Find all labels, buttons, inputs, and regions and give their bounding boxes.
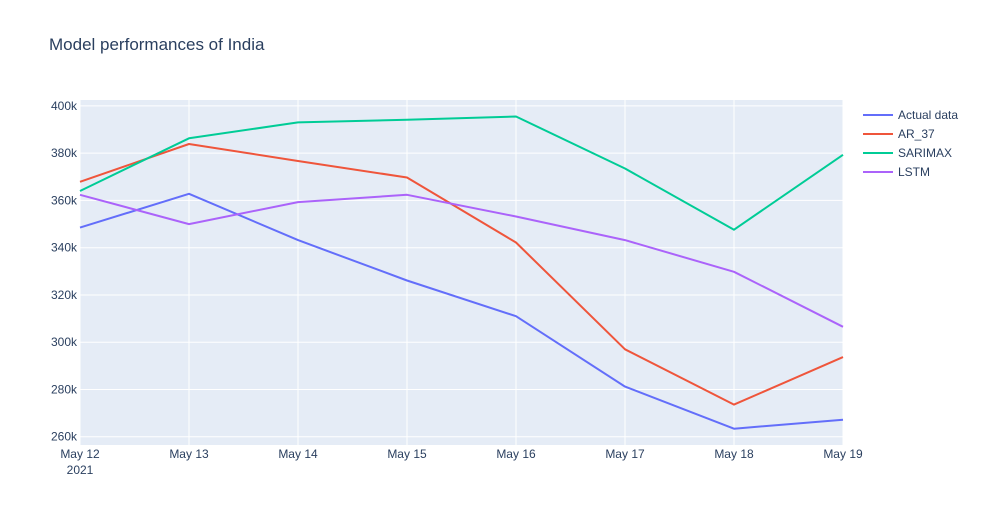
x-tick-label: May 12 xyxy=(60,447,100,461)
series-line-2 xyxy=(79,115,844,231)
y-tick-label: 260k xyxy=(51,430,78,444)
legend-label: AR_37 xyxy=(898,127,935,141)
legend-item-1[interactable]: AR_37 xyxy=(863,127,935,141)
y-tick-label: 280k xyxy=(51,382,78,396)
x-tick-label: May 13 xyxy=(169,447,209,461)
y-tick-label: 360k xyxy=(51,193,78,207)
series-line-1 xyxy=(79,143,844,406)
x-tick-label: May 17 xyxy=(605,447,645,461)
series-line-3 xyxy=(79,193,844,328)
x-tick-label: May 18 xyxy=(714,447,754,461)
x-year-label: 2021 xyxy=(67,463,94,477)
y-tick-label: 400k xyxy=(51,99,78,113)
y-tick-label: 340k xyxy=(51,241,78,255)
legend-item-3[interactable]: LSTM xyxy=(863,165,930,179)
legend-label: LSTM xyxy=(898,165,930,179)
x-tick-label: May 14 xyxy=(278,447,318,461)
legend-label: Actual data xyxy=(898,108,958,122)
x-tick-label: May 16 xyxy=(496,447,536,461)
chart-title: Model performances of India xyxy=(49,35,265,54)
x-axis: 2021 May 12 May 13 May 14 May 15 May 16 May 1… xyxy=(60,447,863,477)
y-tick-label: 300k xyxy=(51,335,78,349)
legend-item-2[interactable]: SARIMAX xyxy=(863,146,952,160)
series-line-0 xyxy=(79,192,844,430)
x-tick-label: May 15 xyxy=(387,447,427,461)
series-lines xyxy=(79,115,844,430)
x-tick-label: May 19 xyxy=(823,447,863,461)
legend-label: SARIMAX xyxy=(898,146,952,160)
y-axis: 260k 280k 300k 320k 340k 360k 380k 400k xyxy=(51,99,78,444)
y-tick-label: 320k xyxy=(51,288,78,302)
legend-item-0[interactable]: Actual data xyxy=(863,108,958,122)
y-tick-label: 380k xyxy=(51,146,78,160)
plot-area xyxy=(80,100,843,445)
legend[interactable]: Actual data AR_37 SARIMAX LSTM xyxy=(863,108,958,179)
